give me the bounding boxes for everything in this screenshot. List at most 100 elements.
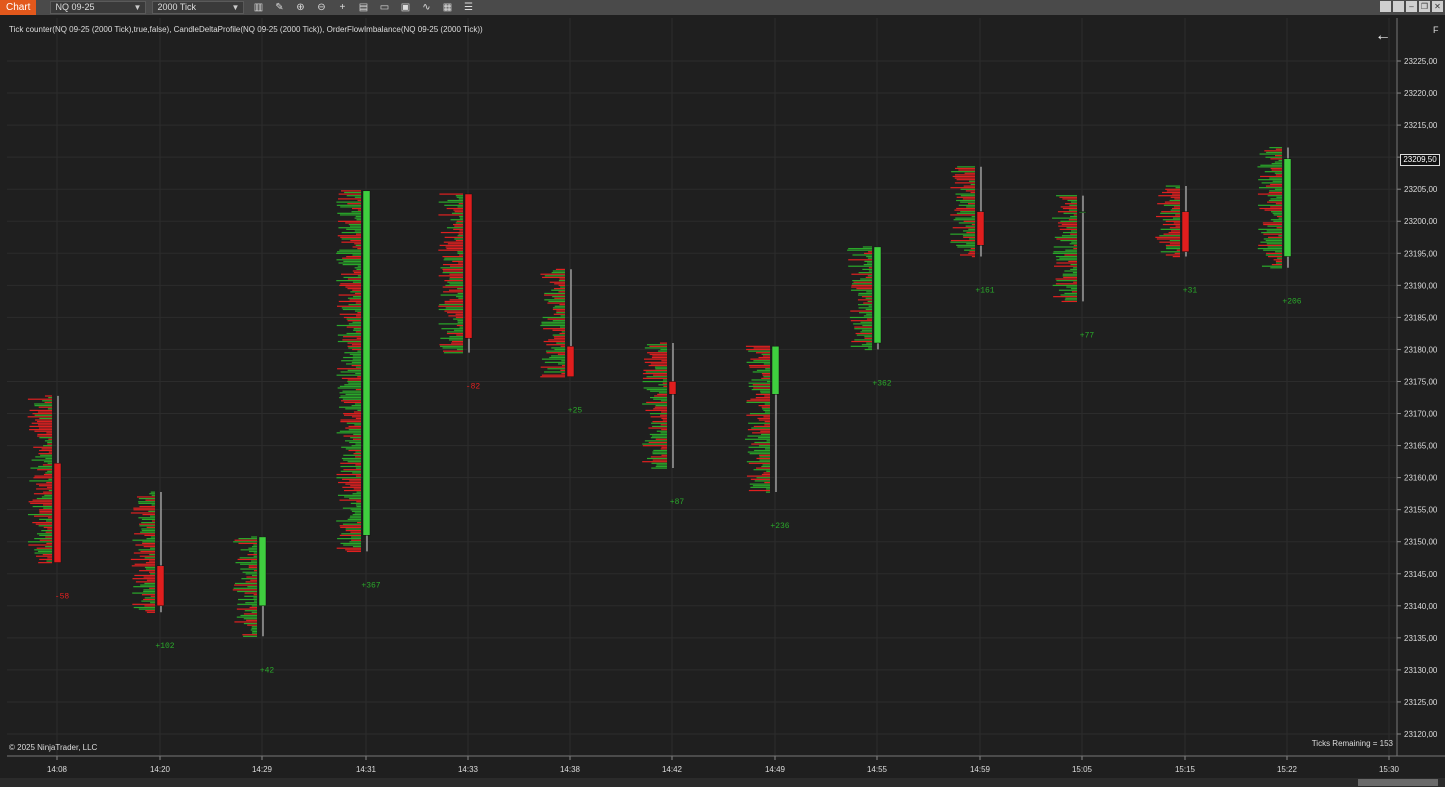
delta-profile-bar: [849, 316, 872, 319]
delta-profile-bar: [458, 262, 463, 264]
delta-profile-bar: [548, 300, 565, 303]
delta-profile-bar: [1156, 238, 1180, 240]
delta-profile-bar: [1269, 147, 1282, 149]
delta-profile-bar: [46, 560, 52, 562]
delta-profile-bar: [454, 211, 463, 213]
delta-profile-bar: [663, 385, 667, 387]
y-axis-label: 23175,00: [1404, 377, 1438, 386]
delta-profile-bar: [347, 288, 361, 290]
list-icon[interactable]: ☰: [463, 2, 473, 13]
pencil-icon[interactable]: ✎: [275, 2, 284, 13]
delta-profile-bar: [354, 196, 361, 198]
delta-profile-bar: [242, 634, 257, 636]
delta-profile-bar: [438, 201, 463, 203]
delta-profile-bar: [655, 438, 667, 440]
minimize-icon[interactable]: –: [1406, 1, 1417, 12]
delta-profile-bar: [751, 388, 770, 391]
delta-profile-bar: [1159, 241, 1180, 243]
delta-profile-bar: [336, 324, 361, 327]
delta-profile-bar: [347, 369, 361, 371]
delta-profile-bar: [245, 602, 257, 604]
zoom-out-icon[interactable]: ⊖: [317, 2, 326, 13]
delta-profile-bar: [1274, 155, 1282, 157]
delta-profile-bar: [346, 318, 361, 320]
delta-profile-bar: [1052, 252, 1077, 254]
instrument-selector[interactable]: NQ 09-25 ▼: [50, 1, 147, 14]
delta-profile-bar: [40, 454, 52, 456]
delta-profile-bar: [449, 265, 463, 267]
tile-icon[interactable]: [1380, 1, 1391, 12]
delta-profile-bar: [357, 312, 361, 314]
delta-profile-bar: [754, 441, 770, 444]
templates-icon[interactable]: ▭: [379, 2, 390, 13]
delta-profile-bar: [37, 411, 52, 413]
delta-profile-bar: [352, 281, 361, 283]
delta-profile-bar: [241, 578, 257, 580]
delta-profile-bar: [554, 337, 565, 339]
horizontal-scrollbar[interactable]: [0, 778, 1445, 787]
delta-profile-bar: [336, 252, 361, 254]
delta-profile-bar: [1172, 217, 1180, 219]
screenshot-icon[interactable]: ▣: [400, 2, 411, 13]
delta-profile-bar: [651, 462, 667, 464]
delta-profile-bar: [951, 171, 975, 173]
delta-profile-bar: [138, 549, 155, 551]
bar-type-icon[interactable]: ▥: [253, 2, 264, 13]
delta-profile-bar: [551, 272, 565, 274]
crosshair-icon[interactable]: +: [339, 2, 346, 13]
restore-icon[interactable]: ❐: [1419, 1, 1430, 12]
delta-profile-bar: [864, 337, 872, 339]
delta-profile-bar: [442, 350, 463, 352]
delta-profile-bar: [440, 267, 463, 269]
delta-profile-bar: [240, 563, 257, 565]
strategy-icon[interactable]: ∿: [422, 2, 431, 13]
back-arrow-icon[interactable]: ←: [1375, 27, 1391, 44]
chart-tab[interactable]: Chart: [0, 0, 37, 15]
delta-profile-bar: [352, 270, 361, 272]
data-box-icon[interactable]: ▦: [442, 2, 453, 13]
delta-profile-bar: [1160, 228, 1180, 230]
delta-profile-bar: [449, 276, 463, 279]
delta-profile-bar: [858, 272, 872, 274]
delta-profile-bar: [748, 364, 770, 367]
delta-profile-bar: [345, 222, 361, 224]
delta-profile-bar: [458, 203, 463, 205]
delta-profile-bar: [1069, 204, 1077, 206]
close-icon[interactable]: ✕: [1432, 1, 1443, 12]
delta-profile-bar: [1268, 236, 1282, 238]
delta-profile-bar: [854, 326, 872, 328]
delta-profile-bar: [1169, 239, 1180, 242]
delta-profile-bar: [353, 296, 361, 298]
delta-profile-bar: [34, 515, 52, 517]
delta-profile-bar: [746, 461, 770, 463]
delta-profile-bar: [954, 177, 975, 179]
delta-profile-bar: [966, 231, 975, 234]
link-icon[interactable]: [1393, 1, 1404, 12]
delta-profile-bar: [442, 286, 463, 288]
delta-profile-bar: [347, 320, 361, 322]
delta-profile-bar: [347, 345, 361, 347]
delta-profile-bar: [34, 414, 52, 416]
delta-profile-bar: [1258, 179, 1282, 181]
candle-body: [1283, 158, 1292, 257]
delta-profile-bar: [456, 324, 463, 327]
delta-profile-bar: [353, 272, 361, 274]
f-button[interactable]: F: [1433, 25, 1439, 35]
interval-selector[interactable]: 2000 Tick ▼: [152, 1, 245, 14]
properties-icon[interactable]: ▤: [358, 2, 369, 13]
window-controls: – ❐ ✕: [1380, 1, 1445, 12]
zoom-in-icon[interactable]: ⊕: [296, 2, 305, 13]
interval-value: 2000 Tick: [157, 2, 196, 12]
delta-profile-bar: [352, 348, 361, 351]
ticks-remaining: Ticks Remaining = 153: [1311, 739, 1393, 748]
delta-profile-bar: [234, 584, 257, 586]
delta-profile-bar: [345, 528, 361, 530]
y-axis-label: 23170,00: [1404, 410, 1438, 419]
delta-label: +102: [155, 642, 174, 651]
scrollbar-thumb[interactable]: [1358, 779, 1438, 786]
delta-profile-bar: [761, 465, 770, 468]
delta-profile-bar: [752, 485, 770, 487]
delta-profile-bar: [47, 408, 52, 410]
delta-profile-bar: [540, 324, 565, 327]
